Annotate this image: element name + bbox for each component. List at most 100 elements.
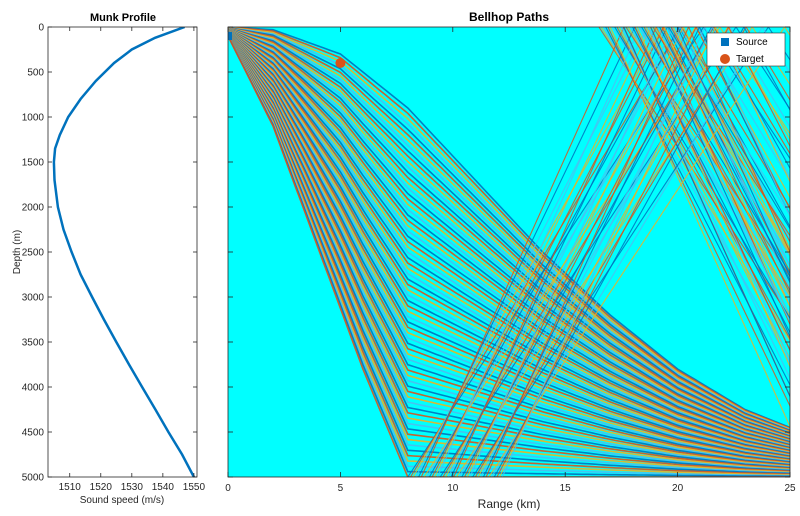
- reflected-ray: [485, 27, 790, 477]
- ray-path: [228, 30, 790, 453]
- reflected-ray: [458, 27, 790, 477]
- munk-y-tick-label: 500: [27, 68, 44, 79]
- reflected-ray: [670, 27, 790, 243]
- reflected-ray: [450, 27, 790, 477]
- legend-target-marker: [720, 54, 730, 64]
- ray-path: [228, 29, 790, 447]
- ray-path: [228, 27, 790, 437]
- ray-path: [228, 33, 790, 469]
- munk-y-tick-label: 0: [38, 23, 44, 34]
- reflected-ray: [461, 27, 790, 477]
- ray-path: [228, 32, 790, 460]
- reflected-ray: [668, 27, 790, 230]
- ray-path: [228, 35, 790, 476]
- ray-path: [228, 32, 790, 460]
- reflected-ray: [410, 27, 790, 477]
- reflected-ray: [464, 27, 790, 477]
- ray-path: [228, 34, 790, 471]
- ray-path: [228, 33, 790, 467]
- reflected-ray: [491, 27, 790, 477]
- bellhop-x-tick-label: 15: [560, 483, 572, 494]
- reflected-ray: [643, 27, 790, 292]
- ray-path: [228, 32, 790, 459]
- munk-y-tick-label: 1000: [22, 113, 45, 124]
- legend: Source Target: [706, 32, 786, 67]
- munk-ylabel: Depth (m): [12, 230, 23, 274]
- ray-path: [228, 27, 790, 429]
- reflected-ray: [412, 27, 790, 477]
- bellhop-x-tick-label: 0: [225, 483, 231, 494]
- bellhop-x-tick-label: 10: [447, 483, 459, 494]
- ray-path: [228, 34, 790, 470]
- reflected-ray: [488, 27, 790, 477]
- reflected-ray: [434, 27, 790, 477]
- ray-paths: [228, 27, 790, 477]
- bellhop-xlabel: Range (km): [478, 497, 541, 511]
- ray-path: [228, 35, 790, 477]
- ray-path: [228, 31, 790, 458]
- munk-y-tick-label: 4500: [22, 428, 45, 439]
- ray-path: [228, 27, 790, 437]
- reflected-ray: [611, 27, 790, 299]
- ray-path: [228, 28, 790, 439]
- reflected-ray: [482, 27, 790, 477]
- reflected-ray: [445, 27, 790, 477]
- legend-target-label: Target: [736, 54, 764, 65]
- ray-path: [228, 28, 790, 440]
- ray-path: [228, 30, 790, 450]
- munk-xlabel: Sound speed (m/s): [80, 495, 165, 506]
- ray-path: [228, 27, 790, 438]
- reflected-ray: [428, 27, 790, 477]
- reflected-ray: [598, 27, 790, 319]
- reflected-ray: [614, 27, 790, 320]
- reflected-ray: [415, 27, 790, 477]
- ray-path: [228, 27, 790, 431]
- reflected-ray: [600, 27, 790, 342]
- munk-x-tick-label: 1520: [90, 482, 113, 493]
- reflected-ray: [602, 27, 790, 365]
- munk-y-tick-label: 1500: [22, 158, 45, 169]
- ray-path: [228, 27, 790, 432]
- legend-box: [706, 32, 786, 67]
- reflected-ray: [677, 27, 790, 279]
- ray-path: [228, 27, 790, 434]
- munk-x-tick-label: 1550: [183, 482, 206, 493]
- bellhop-x-tick-label: 20: [672, 483, 684, 494]
- ray-path: [228, 33, 790, 470]
- reflected-ray: [650, 27, 790, 339]
- reflected-ray: [654, 27, 790, 253]
- bellhop-axes-box: [227, 26, 791, 478]
- munk-y-tick-label: 5000: [22, 473, 45, 484]
- ray-path: [228, 32, 790, 461]
- ray-path: [228, 33, 790, 465]
- ray-path: [228, 28, 790, 440]
- ray-path: [228, 27, 790, 430]
- munk-sound-speed-line: [52, 27, 196, 477]
- reflected-ray: [474, 27, 790, 477]
- reflected-ray: [436, 27, 790, 477]
- reflected-ray: [501, 27, 790, 477]
- ray-path: [228, 33, 790, 466]
- target-marker: [335, 58, 346, 68]
- ray-path: [228, 31, 790, 455]
- munk-y-ticks: 0 500 1000 1500 2000 2500 3000 3500 4000 4500 5000: [22, 23, 197, 484]
- reflected-ray: [426, 27, 790, 477]
- bellhop-title: Bellhop Paths: [469, 10, 549, 24]
- reflected-ray: [656, 27, 790, 268]
- munk-y-tick-label: 2500: [22, 248, 45, 259]
- ray-path: [228, 35, 790, 477]
- reflected-ray: [469, 27, 790, 477]
- ray-path: [228, 29, 790, 445]
- munk-x-tick-label: 1530: [121, 482, 144, 493]
- munk-x-ticks: 1510 1520 1530 1540 1550: [59, 27, 206, 493]
- ray-path: [228, 27, 790, 435]
- munk-x-tick-label: 1510: [59, 482, 82, 493]
- reflected-ray: [447, 27, 790, 477]
- ray-path: [228, 35, 790, 477]
- ray-path: [228, 27, 790, 429]
- ray-path: [228, 34, 790, 472]
- ray-path: [228, 27, 790, 436]
- ray-path: [228, 27, 790, 434]
- reflected-ray: [480, 27, 790, 477]
